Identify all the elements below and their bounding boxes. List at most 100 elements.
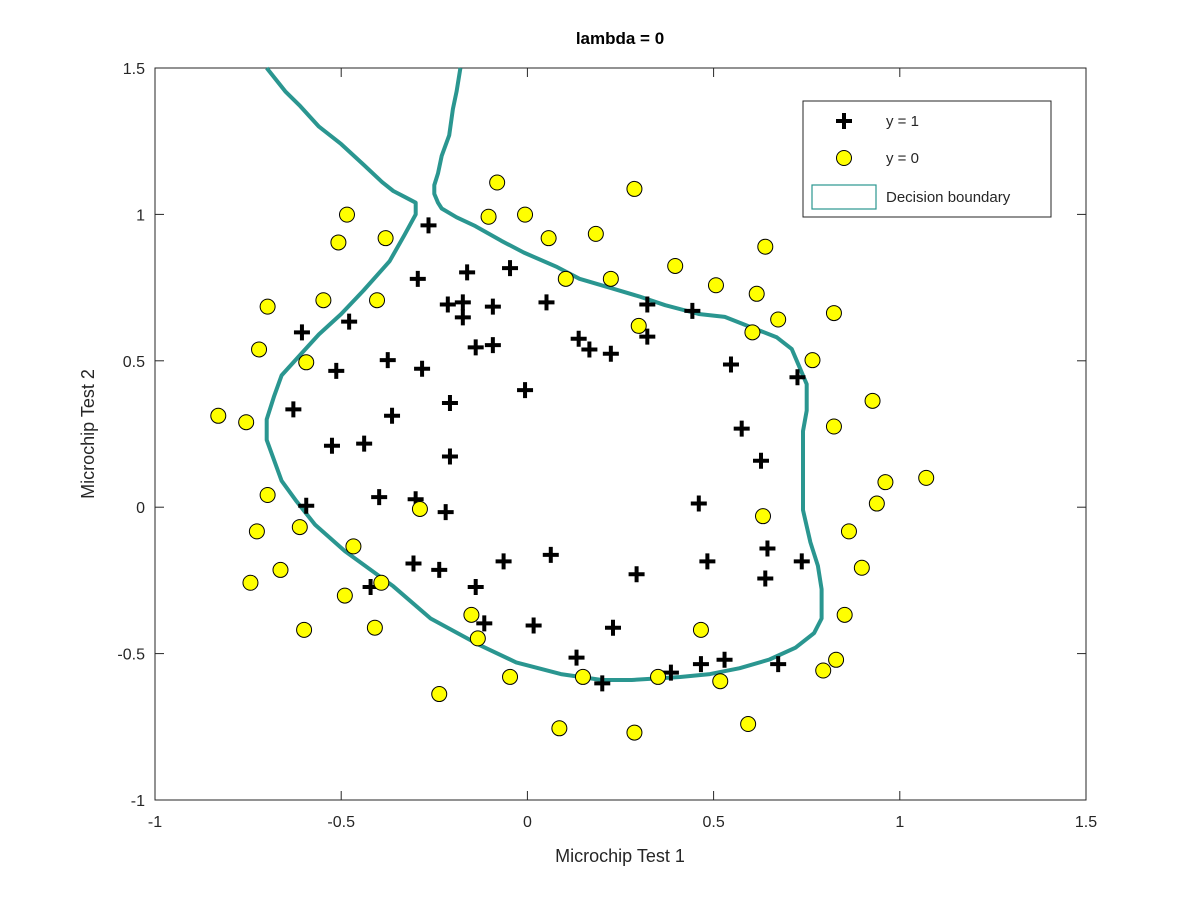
- negative-point: [366, 619, 383, 636]
- x-axis-label: Microchip Test 1: [555, 846, 685, 866]
- negative-point: [804, 352, 821, 369]
- negative-point: [336, 587, 353, 604]
- negative-point: [377, 230, 394, 247]
- negative-point: [373, 574, 390, 591]
- positive-point: [454, 294, 471, 311]
- legend-label-boundary: Decision boundary: [886, 189, 1011, 206]
- positive-point: [484, 337, 501, 354]
- chart-title: lambda = 0: [576, 29, 664, 48]
- negative-point: [517, 206, 534, 223]
- data-markers: [210, 174, 935, 741]
- positive-point: [298, 497, 315, 514]
- positive-point: [405, 555, 422, 572]
- positive-point: [753, 452, 770, 469]
- negative-point: [238, 414, 255, 431]
- negative-point: [744, 324, 761, 341]
- legend-label-negative: y = 0: [886, 150, 919, 167]
- y-tick-label: 0.5: [123, 354, 145, 371]
- positive-point: [356, 435, 373, 452]
- positive-point: [538, 294, 555, 311]
- negative-point: [469, 630, 486, 647]
- positive-point: [285, 401, 302, 418]
- positive-point: [341, 313, 358, 330]
- positive-point: [517, 382, 534, 399]
- negative-point: [259, 486, 276, 503]
- negative-point: [502, 668, 519, 685]
- negative-point: [210, 407, 227, 424]
- negative-point: [369, 292, 386, 309]
- negative-point: [298, 354, 315, 371]
- negative-point: [650, 668, 667, 685]
- positive-point: [581, 341, 598, 358]
- positive-point: [662, 664, 679, 681]
- positive-point: [770, 656, 787, 673]
- x-tick-label: 1: [895, 814, 904, 831]
- negative-point: [602, 270, 619, 287]
- legend-boundary-swatch: [811, 184, 877, 210]
- positive-point: [384, 407, 401, 424]
- negative-point: [630, 317, 647, 334]
- negative-point: [480, 208, 497, 225]
- negative-point: [315, 292, 332, 309]
- negative-point: [918, 469, 935, 486]
- positive-point: [459, 264, 476, 281]
- negative-point: [574, 668, 591, 685]
- positive-point: [604, 619, 621, 636]
- negative-point: [868, 495, 885, 512]
- negative-point: [345, 538, 362, 555]
- negative-point: [864, 392, 881, 409]
- positive-point: [293, 324, 310, 341]
- x-tick-label: 0.5: [702, 814, 724, 831]
- negative-point: [840, 523, 857, 540]
- positive-point: [690, 495, 707, 512]
- positive-point: [495, 553, 512, 570]
- y-tick-label: 0: [136, 500, 145, 517]
- negative-point: [626, 724, 643, 741]
- positive-point: [757, 570, 774, 587]
- negative-point: [259, 298, 276, 315]
- axis-ticks: -1 -0.5 0 0.5 1 1.5 -1 -0.5 0 0.5 1 1.5: [117, 61, 1097, 831]
- positive-point: [628, 566, 645, 583]
- negative-point: [248, 523, 265, 540]
- negative-point: [825, 418, 842, 435]
- positive-point: [371, 489, 388, 506]
- legend-circle-icon: [836, 150, 852, 166]
- x-tick-label: -1: [148, 814, 162, 831]
- negative-point: [587, 225, 604, 242]
- legend-plus-icon: [836, 113, 852, 129]
- positive-point: [439, 296, 456, 313]
- negative-point: [707, 277, 724, 294]
- positive-point: [467, 339, 484, 356]
- legend-label-positive: y = 1: [886, 113, 919, 130]
- y-tick-label: -1: [131, 793, 145, 810]
- negative-point: [836, 606, 853, 623]
- positive-point: [525, 617, 542, 634]
- positive-point: [684, 302, 701, 319]
- positive-point: [639, 296, 656, 313]
- x-tick-label: -0.5: [327, 814, 355, 831]
- positive-point: [323, 437, 340, 454]
- negative-point: [291, 519, 308, 536]
- positive-point: [789, 369, 806, 386]
- positive-point: [692, 656, 709, 673]
- negative-point: [877, 474, 894, 491]
- negative-point: [411, 500, 428, 517]
- negative-point: [296, 621, 313, 638]
- positive-point: [441, 448, 458, 465]
- positive-point: [733, 420, 750, 437]
- positive-point: [454, 309, 471, 326]
- x-tick-label: 0: [523, 814, 532, 831]
- y-axis-label: Microchip Test 2: [78, 369, 98, 499]
- positive-point: [409, 270, 426, 287]
- y-tick-label: 1.5: [123, 61, 145, 78]
- negative-point: [272, 561, 289, 578]
- positive-point: [602, 345, 619, 362]
- positive-point: [502, 260, 519, 277]
- decision-boundary-layer: [264, 66, 824, 682]
- positive-point: [431, 561, 448, 578]
- positive-point: [467, 579, 484, 596]
- y-tick-label: -0.5: [117, 647, 145, 664]
- y-tick-label: 1: [136, 207, 145, 224]
- positive-point: [437, 504, 454, 521]
- negative-point: [770, 311, 787, 328]
